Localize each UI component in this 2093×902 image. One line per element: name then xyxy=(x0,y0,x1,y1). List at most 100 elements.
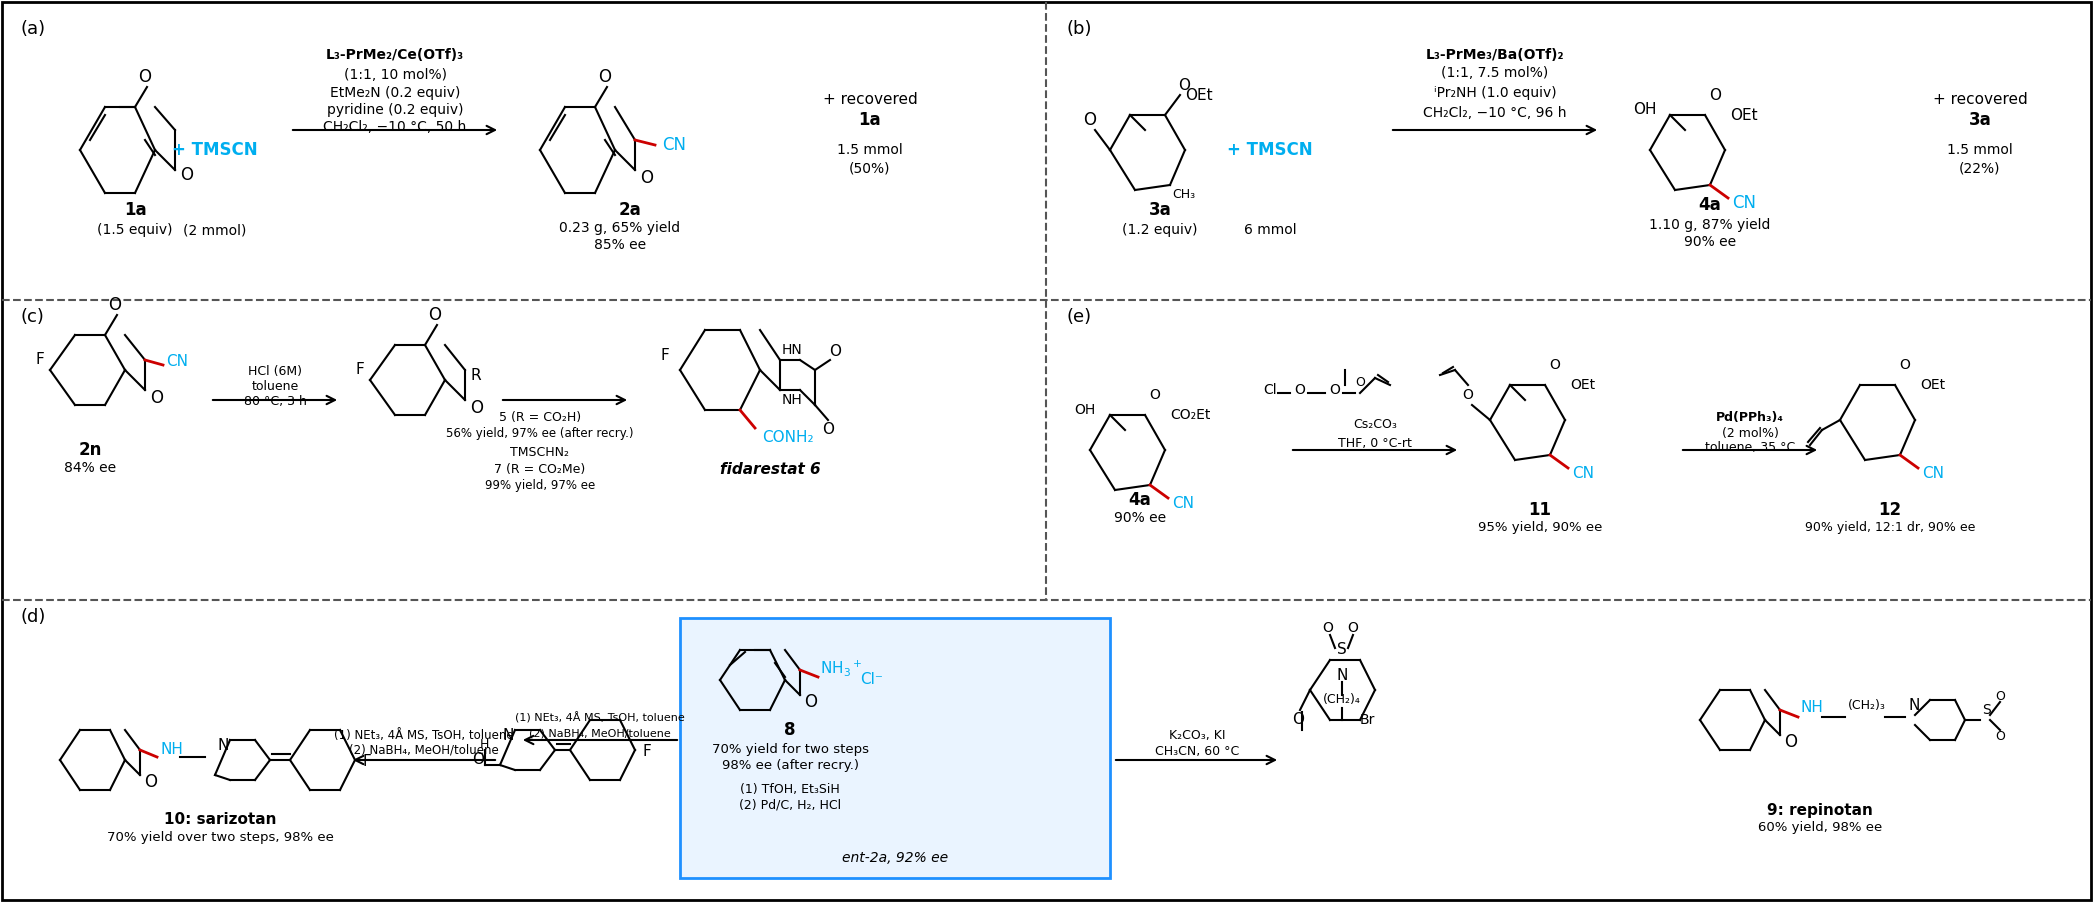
Text: CN: CN xyxy=(1733,194,1756,212)
Text: (1:1, 7.5 mol%): (1:1, 7.5 mol%) xyxy=(1442,66,1549,80)
Text: 80 °C, 3 h: 80 °C, 3 h xyxy=(243,395,306,409)
Text: 3a: 3a xyxy=(1970,111,1990,129)
Text: CN: CN xyxy=(661,136,687,154)
Text: HN: HN xyxy=(781,343,802,357)
Text: 90% ee: 90% ee xyxy=(1113,511,1166,525)
Text: (CH₂)₄: (CH₂)₄ xyxy=(1323,694,1360,706)
Text: CN: CN xyxy=(1921,465,1944,481)
Text: CH₃: CH₃ xyxy=(1172,189,1195,201)
Text: N: N xyxy=(502,728,513,742)
Text: (1) TfOH, Et₃SiH: (1) TfOH, Et₃SiH xyxy=(741,784,839,796)
Text: O: O xyxy=(1995,730,2005,742)
Text: NH: NH xyxy=(159,742,182,758)
Text: (e): (e) xyxy=(1065,308,1090,326)
Text: F: F xyxy=(36,353,44,367)
Text: Br: Br xyxy=(1360,713,1375,727)
Text: Cl⁻: Cl⁻ xyxy=(860,671,883,686)
Text: N: N xyxy=(1909,697,1919,713)
Text: OEt: OEt xyxy=(1185,87,1212,103)
Text: OEt: OEt xyxy=(1570,378,1595,392)
Text: O: O xyxy=(804,693,816,711)
Text: (b): (b) xyxy=(1065,20,1093,38)
Text: O: O xyxy=(1783,733,1798,751)
Text: + TMSCN: + TMSCN xyxy=(1226,141,1312,159)
Text: O: O xyxy=(1710,87,1720,103)
Text: toluene: toluene xyxy=(251,381,299,393)
Text: 2n: 2n xyxy=(77,441,103,459)
Text: O: O xyxy=(829,345,841,360)
Text: (1:1, 10 mol%): (1:1, 10 mol%) xyxy=(343,68,446,82)
Text: CN: CN xyxy=(1172,495,1193,511)
Text: OH: OH xyxy=(1633,103,1658,117)
Text: (1.2 equiv): (1.2 equiv) xyxy=(1122,223,1197,237)
FancyBboxPatch shape xyxy=(680,618,1109,878)
Text: + TMSCN: + TMSCN xyxy=(172,141,257,159)
Text: Cs₂CO₃: Cs₂CO₃ xyxy=(1352,419,1396,431)
Text: CH₃CN, 60 °C: CH₃CN, 60 °C xyxy=(1155,745,1239,759)
Text: HCl (6M): HCl (6M) xyxy=(247,365,301,379)
Text: 10: sarizotan: 10: sarizotan xyxy=(163,813,276,827)
Text: O: O xyxy=(823,422,833,437)
Text: F: F xyxy=(643,744,651,759)
Text: 4a: 4a xyxy=(1128,491,1151,509)
Text: OH: OH xyxy=(1074,403,1095,417)
Text: CO₂Et: CO₂Et xyxy=(1170,408,1210,422)
Text: CONH₂: CONH₂ xyxy=(762,430,814,446)
Text: EtMe₂N (0.2 equiv): EtMe₂N (0.2 equiv) xyxy=(331,86,460,100)
Text: pyridine (0.2 equiv): pyridine (0.2 equiv) xyxy=(327,103,463,117)
Text: THF, 0 °C-rt: THF, 0 °C-rt xyxy=(1337,437,1413,449)
Text: (1.5 equiv): (1.5 equiv) xyxy=(96,223,174,237)
Text: (2 mmol): (2 mmol) xyxy=(184,223,247,237)
Text: O: O xyxy=(1084,111,1097,129)
Text: 84% ee: 84% ee xyxy=(65,461,115,475)
Text: 70% yield for two steps: 70% yield for two steps xyxy=(712,743,869,757)
Text: H: H xyxy=(479,739,488,751)
Text: O: O xyxy=(1900,358,1911,372)
Text: 56% yield, 97% ee (after recry.): 56% yield, 97% ee (after recry.) xyxy=(446,427,634,439)
Text: O: O xyxy=(1323,621,1333,635)
Text: O: O xyxy=(180,166,193,184)
Text: NH: NH xyxy=(1800,701,1823,715)
Text: O: O xyxy=(144,773,157,791)
Text: (1) NEt₃, 4Å MS, TsOH, toluene: (1) NEt₃, 4Å MS, TsOH, toluene xyxy=(515,713,684,723)
Text: O: O xyxy=(1549,358,1561,372)
Text: O: O xyxy=(1178,78,1191,93)
Text: O: O xyxy=(1354,375,1365,389)
Text: 90% yield, 12:1 dr, 90% ee: 90% yield, 12:1 dr, 90% ee xyxy=(1804,521,1976,535)
Text: S: S xyxy=(1982,703,1990,717)
Text: O: O xyxy=(1296,383,1306,397)
Text: 85% ee: 85% ee xyxy=(594,238,647,252)
Text: CH₂Cl₂, −10 °C, 96 h: CH₂Cl₂, −10 °C, 96 h xyxy=(1423,106,1568,120)
Text: (1) NEt₃, 4Å MS, TsOH, toluene: (1) NEt₃, 4Å MS, TsOH, toluene xyxy=(335,729,513,741)
Text: 8: 8 xyxy=(785,721,795,739)
Text: N: N xyxy=(218,738,228,752)
Text: O: O xyxy=(109,296,121,314)
Text: O: O xyxy=(473,752,483,768)
Text: Pd(PPh₃)₄: Pd(PPh₃)₄ xyxy=(1716,411,1783,425)
Text: (22%): (22%) xyxy=(1959,161,2001,175)
Text: O: O xyxy=(640,169,653,187)
Text: O: O xyxy=(471,399,483,417)
Text: (2) NaBH₄, MeOH/toluene: (2) NaBH₄, MeOH/toluene xyxy=(350,743,498,757)
Text: 1.5 mmol: 1.5 mmol xyxy=(837,143,902,157)
Text: 5 (R = CO₂H): 5 (R = CO₂H) xyxy=(498,411,582,425)
Text: 7 (R = CO₂Me): 7 (R = CO₂Me) xyxy=(494,464,586,476)
Text: O: O xyxy=(1149,388,1160,402)
Text: (a): (a) xyxy=(21,20,46,38)
Text: (2) NaBH₄, MeOH/toluene: (2) NaBH₄, MeOH/toluene xyxy=(530,728,672,738)
Text: OEt: OEt xyxy=(1919,378,1944,392)
Text: Cl: Cl xyxy=(1264,383,1277,397)
Text: (2 mol%): (2 mol%) xyxy=(1723,427,1779,439)
Text: L₃-PrMe₃/Ba(OTf)₂: L₃-PrMe₃/Ba(OTf)₂ xyxy=(1425,48,1563,62)
Text: toluene, 35 °C: toluene, 35 °C xyxy=(1706,441,1796,455)
Text: + recovered: + recovered xyxy=(823,93,917,107)
Text: R: R xyxy=(471,367,481,382)
Text: $\mathdefault{NH_3}^+$: $\mathdefault{NH_3}^+$ xyxy=(820,658,862,678)
Text: 1.10 g, 87% yield: 1.10 g, 87% yield xyxy=(1649,218,1771,232)
Text: ⁱPr₂NH (1.0 equiv): ⁱPr₂NH (1.0 equiv) xyxy=(1434,86,1557,100)
Text: 1a: 1a xyxy=(858,111,881,129)
Text: S: S xyxy=(1337,642,1348,658)
Text: (d): (d) xyxy=(21,608,46,626)
Text: O: O xyxy=(599,68,611,86)
Text: (2) Pd/C, H₂, HCl: (2) Pd/C, H₂, HCl xyxy=(739,798,841,812)
